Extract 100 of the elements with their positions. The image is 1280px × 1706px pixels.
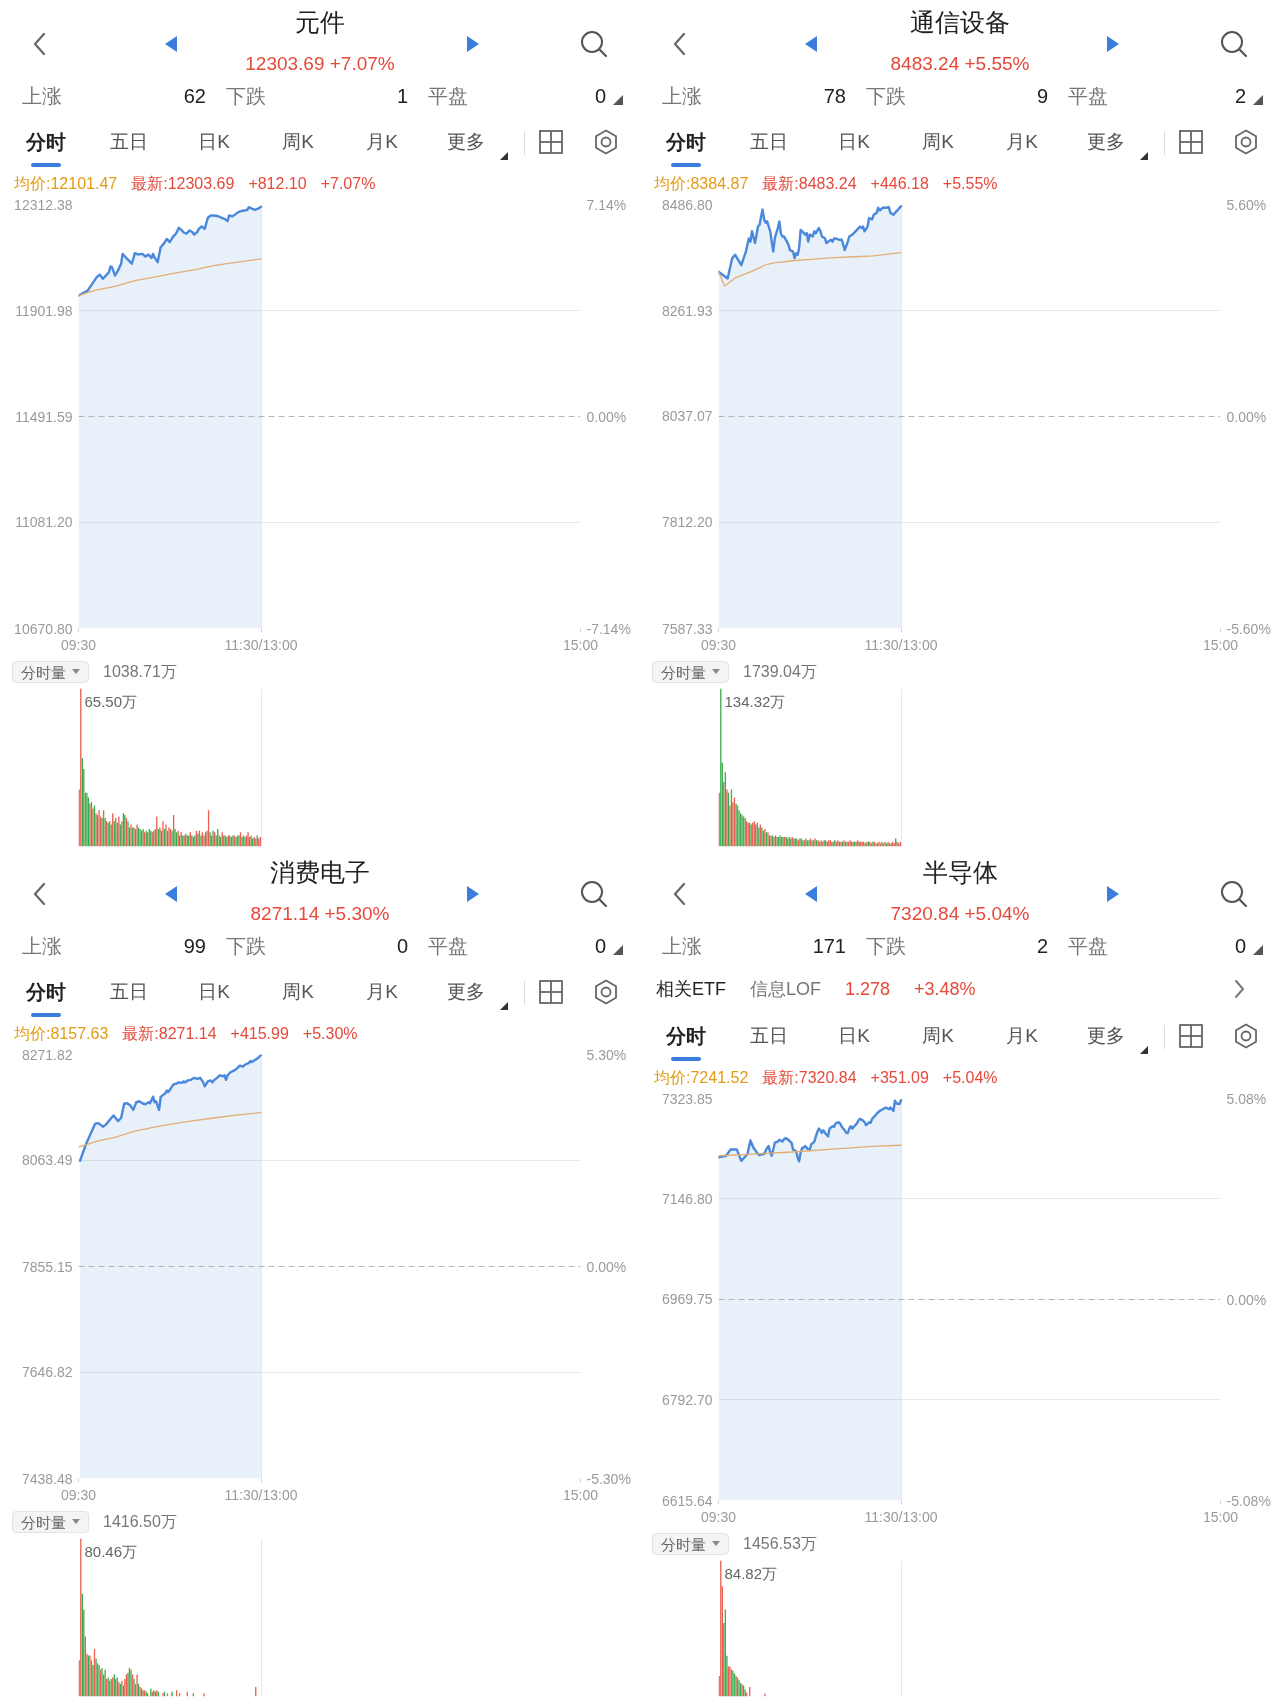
annotation: 80.46万 — [84, 1542, 138, 1560]
y-tick-label: 11901.98 — [15, 302, 73, 319]
text: 0 — [396, 934, 408, 959]
y-tick-label: 7646.82 — [21, 1364, 73, 1381]
text: 分时量 — [661, 1534, 706, 1555]
text: 99 — [183, 934, 206, 959]
y2-tick-label: -7.14% — [586, 620, 631, 637]
text: 月K — [366, 130, 398, 154]
y-tick-label: 7812.20 — [661, 514, 713, 531]
y-tick-label: 8037.07 — [661, 408, 713, 425]
text: 2 — [1036, 934, 1048, 959]
x-tick-label: 09:30 — [60, 1486, 97, 1503]
chart-subtitle: 8483.24 +5.55% — [890, 52, 1030, 76]
y-tick-label: 7146.80 — [661, 1191, 713, 1207]
text: 最新:12303.69 — [131, 174, 235, 194]
text: 上涨 — [22, 934, 62, 959]
text: +415.99 — [230, 1024, 289, 1044]
text: 78 — [823, 84, 846, 109]
x-tick-label: 09:30 — [60, 636, 97, 653]
y2-tick-label: -5.30% — [586, 1470, 631, 1487]
text: 更多 — [447, 980, 485, 1004]
chart-subtitle: 8271.14 +5.30% — [250, 902, 390, 926]
text: 9 — [1036, 84, 1048, 109]
y-tick-label: 11081.20 — [15, 514, 73, 531]
text: 日K — [198, 980, 230, 1004]
text: 五日 — [110, 980, 148, 1004]
text: 平盘 — [428, 84, 468, 109]
chart-title: 消费电子 — [270, 857, 370, 888]
text: 分时量 — [21, 1512, 66, 1533]
annotation: 65.50万 — [84, 692, 138, 710]
text: +3.48% — [914, 978, 976, 1000]
text: 分时 — [666, 1024, 706, 1049]
y2-tick-label: -5.60% — [1226, 620, 1271, 637]
y2-tick-label: -5.08% — [1226, 1492, 1271, 1509]
text: 下跌 — [866, 934, 906, 959]
x-tick-label: 11:30/13:00 — [864, 636, 938, 653]
y-tick-label: 8063.49 — [21, 1152, 73, 1169]
line-series — [78, 258, 262, 297]
text: 0 — [594, 84, 606, 109]
annotation: 134.32万 — [724, 692, 786, 710]
text: +446.18 — [870, 174, 929, 194]
text: 更多 — [1087, 130, 1125, 154]
x-tick-label: 09:30 — [700, 1508, 737, 1525]
text: +5.55% — [942, 174, 998, 194]
text: 1416.50万 — [103, 1512, 177, 1532]
text: +351.09 — [870, 1068, 929, 1088]
y-tick-label: 6792.70 — [661, 1392, 713, 1408]
x-tick-label: 15:00 — [1202, 1508, 1239, 1525]
text: 最新:8271.14 — [122, 1024, 217, 1044]
text: 相关ETF — [656, 978, 726, 1000]
text: 上涨 — [662, 934, 702, 959]
text: +812.10 — [248, 174, 307, 194]
y2-tick-label: 0.00% — [1226, 1291, 1267, 1308]
text: 五日 — [750, 130, 788, 154]
y-tick-label: 6615.64 — [661, 1492, 713, 1509]
y2-tick-label: 0.00% — [586, 408, 627, 425]
text: 2 — [1234, 84, 1246, 109]
text: +7.07% — [320, 174, 376, 194]
text: 周K — [922, 130, 954, 154]
text: 五日 — [110, 130, 148, 154]
y-tick-label: 8261.93 — [661, 302, 713, 319]
y-tick-label: 7587.33 — [661, 620, 713, 637]
y2-tick-label: 5.60% — [1226, 196, 1267, 213]
x-tick-label: 09:30 — [700, 636, 737, 653]
text: 均价:8157.63 — [14, 1024, 109, 1044]
text: 0 — [1234, 934, 1246, 959]
text: 日K — [838, 130, 870, 154]
text: +5.30% — [302, 1024, 358, 1044]
chart-subtitle: 7320.84 +5.04% — [890, 902, 1030, 926]
y-tick-label: 8271.82 — [21, 1046, 73, 1063]
line-series — [718, 251, 902, 287]
text: 下跌 — [226, 84, 266, 109]
y-tick-label: 6969.75 — [661, 1291, 713, 1308]
x-tick-label: 11:30/13:00 — [224, 636, 298, 653]
chart-title: 半导体 — [922, 857, 998, 888]
text: 1038.71万 — [103, 662, 177, 682]
text: 平盘 — [1068, 84, 1108, 109]
text: 1.278 — [845, 978, 891, 1000]
y-tick-label: 7855.15 — [21, 1258, 73, 1275]
x-tick-label: 15:00 — [562, 636, 599, 653]
y-tick-label: 7323.85 — [661, 1090, 713, 1107]
line-series — [718, 1144, 902, 1157]
text: 最新:8483.24 — [762, 174, 857, 194]
y2-tick-label: 7.14% — [586, 196, 627, 213]
text: 月K — [1006, 1024, 1038, 1048]
text: 0 — [594, 934, 606, 959]
x-tick-label: 11:30/13:00 — [864, 1508, 938, 1525]
y2-tick-label: 5.08% — [1226, 1090, 1267, 1107]
text: 月K — [1006, 130, 1038, 154]
y-tick-label: 12312.38 — [14, 196, 73, 213]
text: 平盘 — [1068, 934, 1108, 959]
x-tick-label: 15:00 — [1202, 636, 1239, 653]
chart-title: 元件 — [295, 7, 345, 38]
text: 1456.53万 — [743, 1534, 817, 1554]
annotation: 84.82万 — [724, 1564, 778, 1582]
text: 分时量 — [661, 662, 706, 683]
text: 日K — [838, 1024, 870, 1048]
text: 分时 — [26, 980, 66, 1005]
text: 分时量 — [21, 662, 66, 683]
chart-subtitle: 12303.69 +7.07% — [245, 52, 395, 76]
